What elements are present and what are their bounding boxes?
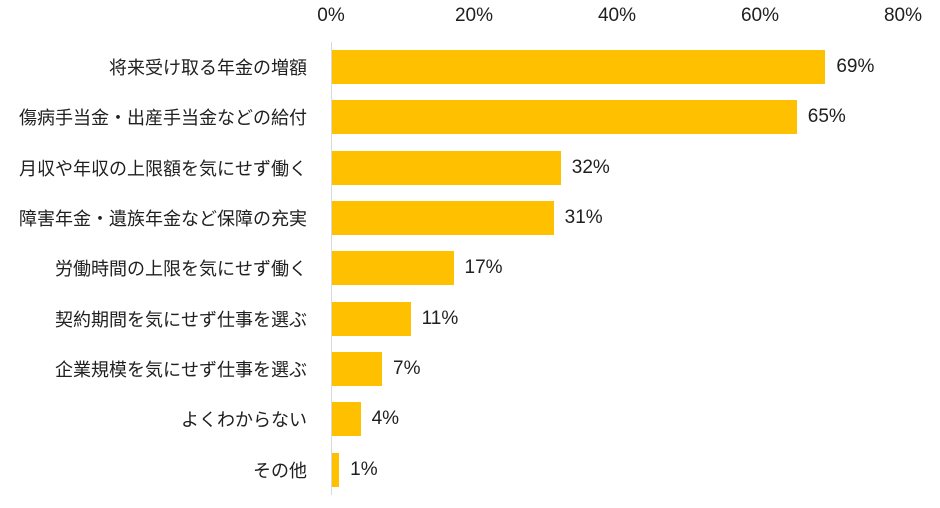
value-label: 1%: [350, 458, 378, 480]
category-label: よくわからない: [181, 410, 307, 431]
category-label: 労働時間の上限を気にせず働く: [55, 259, 307, 280]
bar: [332, 301, 411, 336]
value-label: 17%: [464, 257, 503, 279]
bar-row: 7%: [332, 344, 904, 394]
bar-row: 65%: [332, 92, 904, 142]
bar: [332, 50, 826, 85]
x-tick-label: 20%: [454, 5, 494, 26]
plot-area: 69% 65% 32% 31% 17% 11% 7% 4% 1%: [331, 42, 904, 495]
bar: [332, 201, 554, 236]
value-label: 32%: [571, 156, 610, 178]
category-axis: 将来受け取る年金の増額傷病手当金・出産手当金などの給付 月収や年収の上限額を気にせ…: [0, 42, 319, 495]
value-label: 31%: [564, 207, 603, 229]
category-label: 契約期間を気にせず仕事を選ぶ: [55, 309, 307, 330]
x-axis-ticks: 0% 20% 40% 60% 80%: [317, 4, 922, 30]
value-label: 65%: [807, 106, 846, 128]
bar-row: 69%: [332, 42, 904, 92]
category-label: 月収や年収の上限額を気にせず働く: [19, 158, 307, 179]
bar-row: 1%: [332, 445, 904, 495]
category-label: 傷病手当金・出産手当金などの給付: [19, 108, 307, 129]
bar: [332, 452, 340, 487]
category-label: 将来受け取る年金の増額: [109, 58, 307, 79]
bar-row: 31%: [332, 193, 904, 243]
bar: [332, 150, 561, 185]
bar: [332, 352, 383, 387]
value-label: 69%: [836, 56, 875, 78]
x-tick-label: 80%: [883, 5, 923, 26]
bar: [332, 251, 454, 286]
category-label: その他: [253, 460, 307, 481]
value-label: 4%: [371, 408, 400, 430]
value-label: 11%: [421, 307, 459, 329]
bar: [332, 402, 361, 437]
value-label: 7%: [393, 358, 421, 380]
bar: [332, 100, 797, 135]
bar-row: 4%: [332, 394, 904, 444]
category-label: 障害年金・遺族年金など保障の充実: [19, 209, 307, 230]
category-label: 企業規模を気にせず仕事を選ぶ: [55, 360, 307, 381]
bar-row: 17%: [332, 243, 904, 293]
x-tick-label: 0%: [317, 5, 345, 26]
x-tick-label: 40%: [597, 5, 637, 26]
x-tick-label: 60%: [740, 5, 780, 26]
bar-row: 32%: [332, 143, 904, 193]
bar-row: 11%: [332, 294, 904, 344]
